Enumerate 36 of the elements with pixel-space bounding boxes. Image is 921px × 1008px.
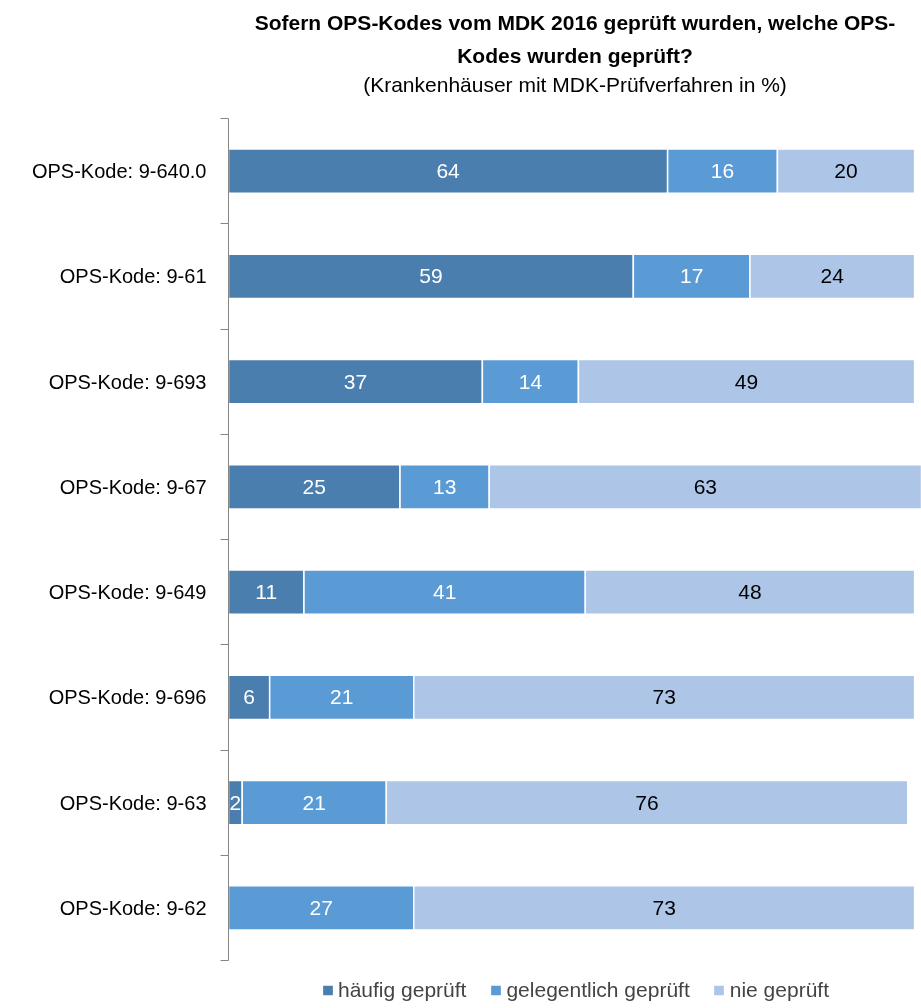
legend-label: häufig geprüft: [338, 978, 467, 1002]
chart-subtitle: (Krankenhäuser mit MDK-Prüfverfahren in %): [363, 72, 787, 96]
data-label: 21: [330, 685, 354, 709]
data-label: 14: [518, 369, 543, 393]
y-tick-label: OPS-Kode: 9-696: [48, 686, 207, 709]
y-tick-label: OPS-Kode: 9-693: [48, 370, 207, 393]
y-tick-label: OPS-Kode: 9-61: [59, 265, 207, 288]
data-label: 21: [302, 790, 326, 814]
data-label: 37: [343, 369, 368, 393]
y-tick-label: OPS-Kode: 9-649: [48, 581, 207, 604]
legend-label: nie geprüft: [729, 978, 829, 1002]
data-label: 59: [419, 264, 443, 288]
y-tick-label: OPS-Kode: 9-67: [59, 475, 207, 498]
y-tick-label: OPS-Kode: 9-62: [59, 896, 207, 919]
data-label: 41: [432, 580, 457, 604]
data-label: 24: [820, 264, 845, 288]
data-label: 64: [436, 159, 461, 183]
data-label: 49: [734, 369, 759, 393]
data-label: 48: [738, 580, 762, 604]
data-label: 2: [229, 790, 242, 814]
legend-label: gelegentlich geprüft: [506, 978, 690, 1002]
data-label: 27: [309, 895, 333, 919]
data-label: 76: [635, 790, 659, 814]
data-label: 63: [693, 474, 718, 498]
data-label: 16: [710, 159, 735, 183]
data-label: 13: [432, 474, 457, 498]
y-tick-label: OPS-Kode: 9-640.0: [31, 160, 207, 183]
data-label: 11: [255, 580, 278, 604]
data-label: 73: [652, 685, 676, 709]
data-label: 20: [834, 159, 858, 183]
data-label: 73: [652, 895, 676, 919]
y-tick-label: OPS-Kode: 9-63: [59, 791, 207, 814]
data-label: 25: [302, 474, 326, 498]
data-label: 17: [679, 264, 704, 288]
data-label: 6: [243, 685, 255, 709]
chart-title: Sofern OPS-Kodes vom MDK 2016 geprüft wurden, welche OPS-Kodes wurden geprüft?: [254, 10, 896, 67]
